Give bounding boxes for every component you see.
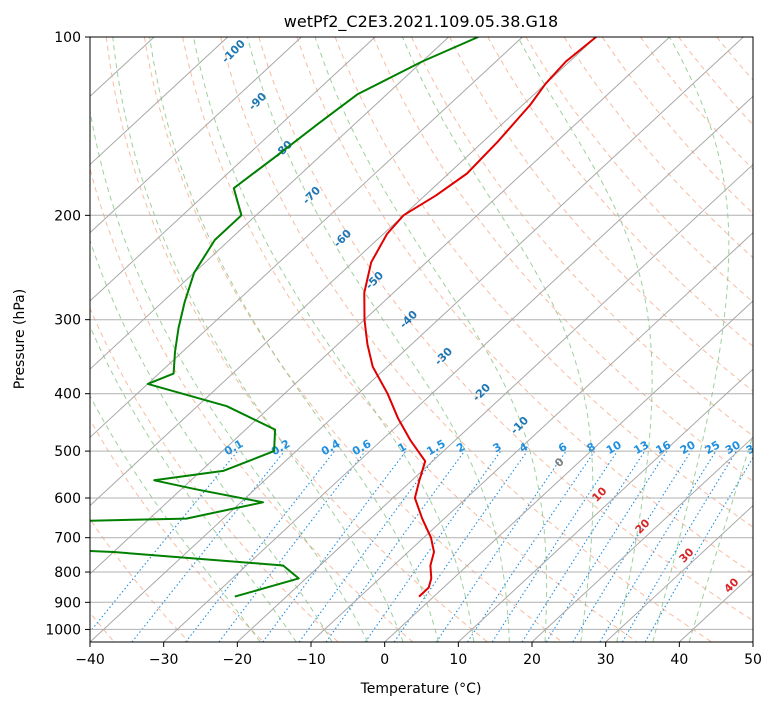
isotherm-line bbox=[457, 368, 753, 642]
y-tick-label: 700 bbox=[54, 531, 81, 547]
x-tick-label: −30 bbox=[149, 652, 179, 668]
mixing-ratio-line bbox=[218, 450, 366, 642]
moist-adiabats bbox=[90, 37, 753, 642]
moist-adiabat bbox=[314, 37, 548, 642]
y-tick-label: 800 bbox=[54, 565, 81, 581]
x-axis-ticks: −40 −30 −20 −10 0 10 20 30 40 50 bbox=[75, 642, 762, 668]
isotherm-line bbox=[90, 37, 597, 507]
x-tick-label: −40 bbox=[75, 652, 105, 668]
y-tick-label: 400 bbox=[54, 387, 81, 403]
dry-adiabat bbox=[334, 37, 753, 528]
isobar-grid bbox=[90, 37, 753, 630]
mixing-ratio-label: 36 bbox=[744, 438, 764, 457]
isotherm-line bbox=[90, 37, 376, 302]
y-tick-label: 500 bbox=[54, 444, 81, 460]
x-tick-label: 50 bbox=[744, 652, 762, 668]
mixing-ratio-line bbox=[572, 450, 692, 642]
dry-adiabat bbox=[105, 37, 488, 642]
y-tick-label: 600 bbox=[54, 491, 81, 507]
x-tick-label: 20 bbox=[523, 652, 541, 668]
isotherm-line bbox=[236, 163, 753, 642]
y-tick-label: 200 bbox=[54, 208, 81, 224]
dry-adiabat bbox=[601, 37, 753, 215]
moist-adiabat bbox=[112, 37, 404, 642]
mixing-ratio-line bbox=[467, 450, 596, 642]
x-tick-label: 30 bbox=[597, 652, 615, 668]
temperature-line bbox=[363, 37, 597, 598]
mixing-ratio-line bbox=[90, 450, 239, 633]
isotherm-line bbox=[90, 37, 450, 370]
x-axis-label: Temperature (°C) bbox=[360, 681, 482, 697]
x-tick-label: −10 bbox=[296, 652, 326, 668]
isotherm-grid bbox=[90, 37, 753, 642]
isotherm-line bbox=[90, 37, 523, 439]
moist-adiabat bbox=[517, 37, 653, 642]
isotherm-line bbox=[90, 37, 671, 575]
moist-adiabat bbox=[90, 238, 333, 642]
dry-adiabat bbox=[182, 37, 638, 642]
x-tick-label: 0 bbox=[380, 652, 389, 668]
moist-adiabat bbox=[652, 37, 730, 642]
mixing-ratio-line bbox=[599, 450, 717, 642]
x-tick-label: 10 bbox=[449, 652, 467, 668]
plot-area: 0.10.20.40.611.52346810131620253036-100-… bbox=[90, 37, 764, 642]
moist-adiabat bbox=[90, 107, 369, 642]
dry-adiabat bbox=[487, 37, 753, 348]
y-tick-label: 100 bbox=[54, 30, 81, 46]
isotherm-line bbox=[90, 37, 302, 234]
isotherm-line bbox=[90, 37, 229, 166]
dry-adiabat bbox=[372, 37, 753, 482]
mixing-ratio-line bbox=[435, 450, 567, 642]
isotherm-line bbox=[531, 436, 753, 642]
profile-lines bbox=[90, 37, 597, 598]
mixing-ratio-line bbox=[325, 450, 465, 642]
y-tick-label: 900 bbox=[54, 595, 81, 611]
moist-adiabat bbox=[90, 394, 261, 642]
moist-adiabat bbox=[193, 37, 475, 642]
isotherm-line bbox=[384, 300, 753, 642]
mixing-ratio-line bbox=[364, 450, 502, 642]
dry-adiabat bbox=[411, 37, 753, 437]
dry-adiabat bbox=[449, 37, 753, 392]
isotherm-line bbox=[605, 504, 753, 642]
y-tick-label: 1000 bbox=[45, 622, 81, 638]
x-tick-label: 40 bbox=[670, 652, 688, 668]
dewpoint-line bbox=[90, 37, 479, 598]
mixing-ratio-lines bbox=[90, 450, 753, 642]
moist-adiabat bbox=[247, 37, 510, 642]
dry-adiabat bbox=[640, 37, 753, 170]
isotherm-line bbox=[90, 37, 744, 642]
mixing-ratio-line bbox=[521, 450, 646, 642]
mixing-ratio-line bbox=[298, 450, 441, 642]
dry-adiabat bbox=[143, 37, 563, 642]
moist-adiabat bbox=[688, 433, 753, 642]
moist-adiabat bbox=[149, 37, 439, 642]
dry-adiabat bbox=[90, 307, 339, 642]
x-tick-label: −20 bbox=[223, 652, 253, 668]
isotherm-line bbox=[163, 95, 753, 642]
y-axis-ticks: 100 200 300 400 500 600 700 800 900 1000 bbox=[45, 30, 90, 638]
y-tick-label: 300 bbox=[54, 313, 81, 329]
mixing-ratio-line bbox=[262, 450, 407, 642]
isotherm-line bbox=[310, 232, 753, 642]
chart-title: wetPf2_C2E3.2021.109.05.38.G18 bbox=[284, 12, 558, 32]
y-axis-label: Pressure (hPa) bbox=[12, 289, 28, 389]
plot-frame bbox=[89, 36, 754, 643]
